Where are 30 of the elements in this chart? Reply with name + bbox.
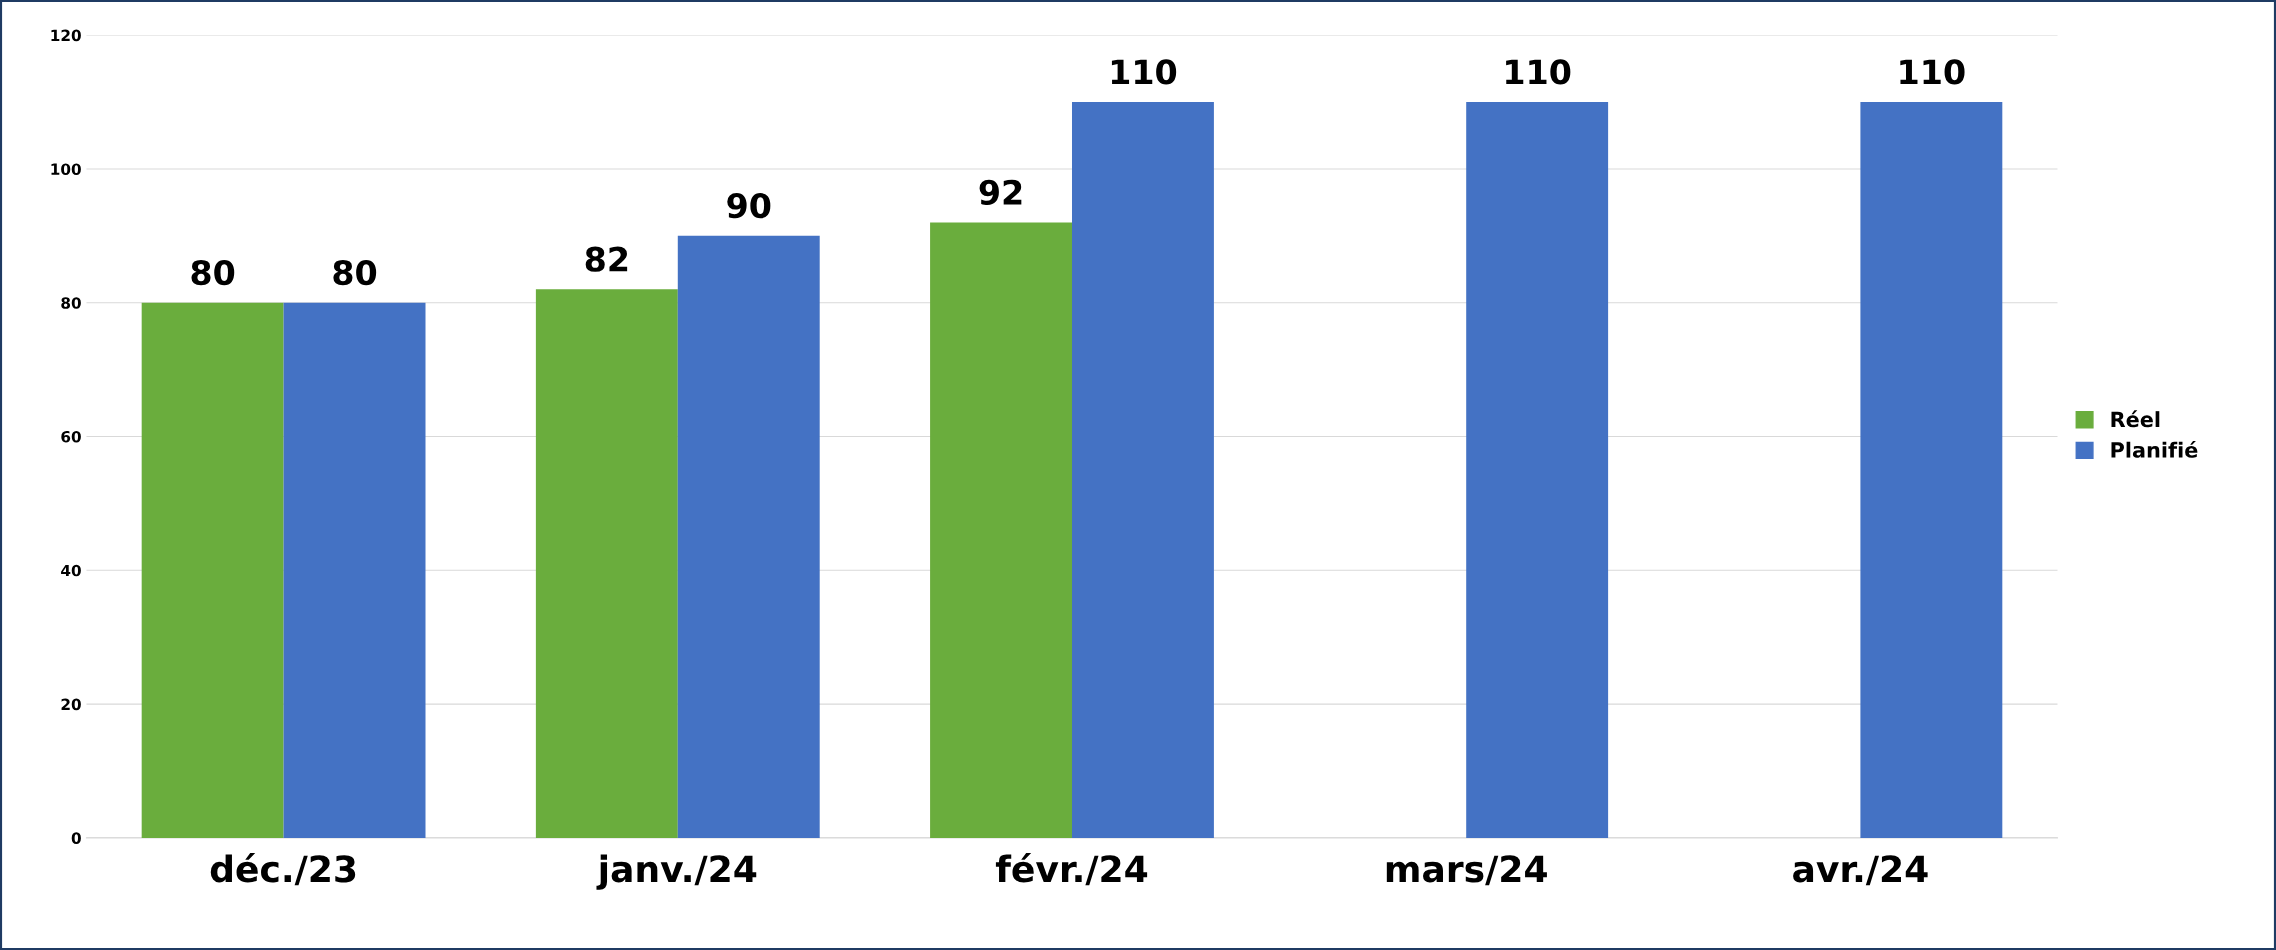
bar xyxy=(677,235,820,838)
x-tick-label: janv./24 xyxy=(596,854,757,890)
data-label: 110 xyxy=(1506,59,1571,85)
y-tick-label: 40 xyxy=(61,564,81,577)
y-tick-label: 80 xyxy=(61,297,81,309)
bar xyxy=(1860,102,2003,838)
legend-label: Planifié xyxy=(2111,440,2198,458)
data-label: 80 xyxy=(191,259,235,286)
y-tick-label: 100 xyxy=(51,163,81,175)
bar xyxy=(930,222,1072,838)
y-tick-label: 120 xyxy=(51,29,81,42)
data-label: 80 xyxy=(333,259,377,286)
data-label: 92 xyxy=(979,179,1022,205)
bar xyxy=(1072,102,1214,838)
bar xyxy=(283,302,426,838)
bar xyxy=(1466,102,1609,838)
data-label: 90 xyxy=(727,193,771,219)
legend-label: Réel xyxy=(2111,410,2160,428)
x-tick-label: déc./23 xyxy=(210,853,356,886)
y-tick-label: 20 xyxy=(61,698,81,711)
data-label: 110 xyxy=(1900,59,1965,85)
data-label: 110 xyxy=(1111,59,1177,85)
x-tick-label: févr./24 xyxy=(995,853,1148,886)
bar xyxy=(141,302,284,838)
x-tick-label: avr./24 xyxy=(1793,855,1928,886)
bar xyxy=(535,289,678,838)
y-tick-label: 60 xyxy=(61,430,81,443)
x-tick-label: mars/24 xyxy=(1386,855,1547,886)
y-tick-label: 0 xyxy=(71,832,81,844)
data-label: 82 xyxy=(585,246,628,272)
